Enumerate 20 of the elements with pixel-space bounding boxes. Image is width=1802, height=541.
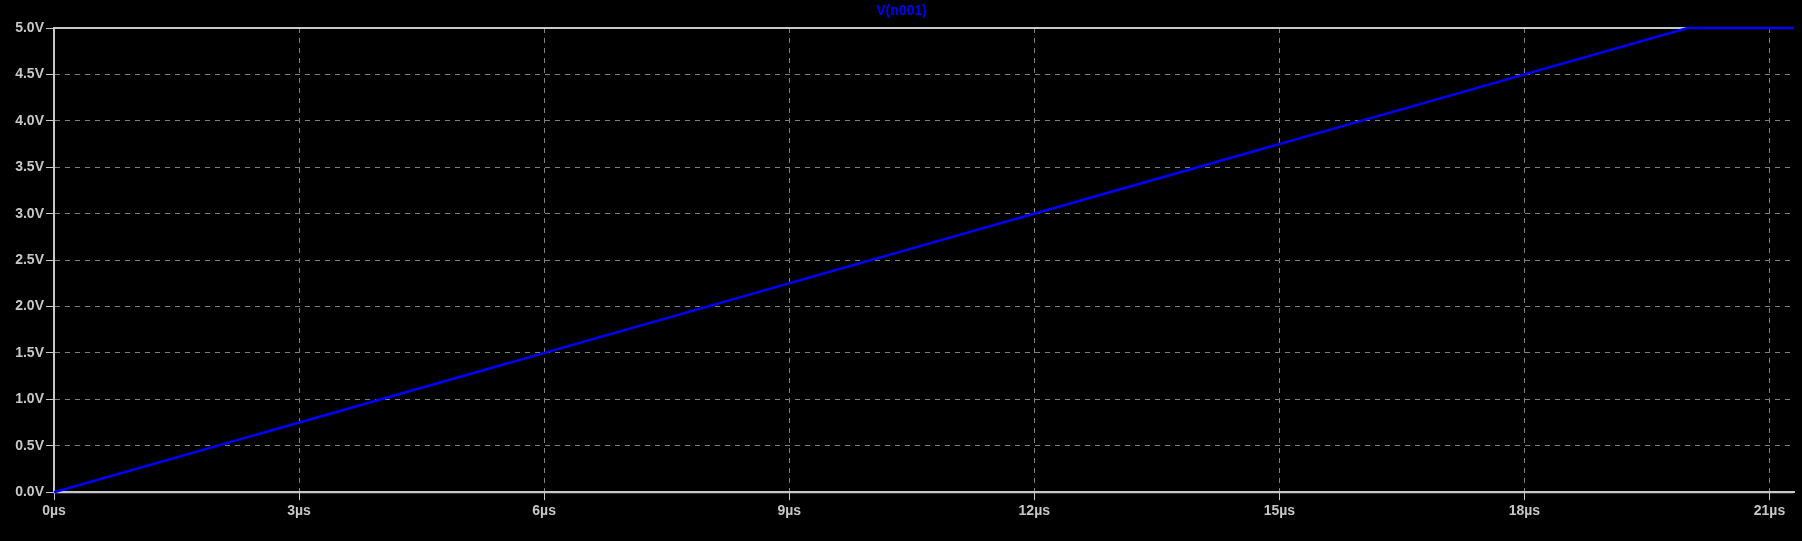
y-tick-label: 4.5V <box>15 65 45 82</box>
text: V(n001) <box>876 1 927 18</box>
y-tick-label: 1.5V <box>15 343 45 360</box>
x-tick-label: 21µs <box>1753 502 1786 519</box>
x-tick-label: 15µs <box>1263 502 1296 519</box>
y-tick-label: 5.0V <box>15 18 45 35</box>
y-tick-label: 0.0V <box>15 483 45 500</box>
y-tick-label: 4.0V <box>15 111 45 128</box>
x-tick-label: 18µs <box>1508 502 1541 519</box>
x-tick-label: 12µs <box>1018 502 1051 519</box>
y-tick-label: 2.5V <box>15 250 45 267</box>
y-tick-label: 1.0V <box>15 390 45 407</box>
x-tick-label: 0µs <box>42 502 67 519</box>
x-tick-label: 3µs <box>287 502 312 519</box>
y-tick-label: 2.0V <box>15 297 45 314</box>
x-tick-label: 6µs <box>532 502 557 519</box>
y-tick-label: 0.5V <box>15 436 45 453</box>
x-tick-label: 9µs <box>777 502 802 519</box>
y-tick-label: 3.5V <box>15 158 45 175</box>
y-tick-label: 3.0V <box>15 204 45 221</box>
